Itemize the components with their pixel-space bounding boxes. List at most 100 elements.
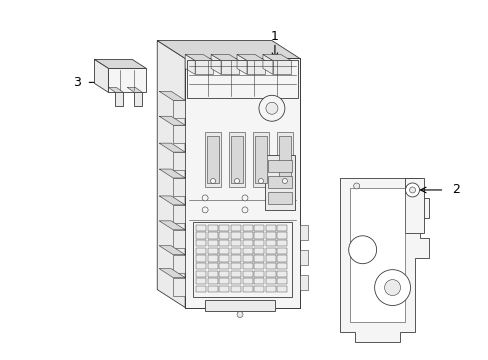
Bar (299, 275, 307, 289)
Bar (196, 240, 206, 246)
Bar (267, 176, 291, 188)
Bar (242, 233, 252, 239)
Text: 1: 1 (270, 30, 278, 43)
Bar (219, 240, 229, 246)
PathPatch shape (94, 59, 108, 92)
Bar (196, 225, 206, 231)
Bar (207, 286, 217, 292)
PathPatch shape (127, 87, 142, 92)
Bar (230, 136, 243, 183)
PathPatch shape (94, 59, 146, 68)
Circle shape (210, 179, 215, 184)
Bar (219, 233, 229, 239)
Bar (265, 233, 275, 239)
Bar (242, 263, 252, 269)
PathPatch shape (211, 54, 239, 60)
Bar (207, 263, 217, 269)
PathPatch shape (173, 100, 185, 118)
Bar (242, 240, 252, 246)
Bar (265, 240, 275, 246)
Bar (277, 271, 287, 277)
Bar (193, 222, 291, 297)
Circle shape (353, 183, 359, 189)
PathPatch shape (159, 91, 185, 100)
Bar (196, 248, 206, 254)
Bar (207, 225, 217, 231)
Bar (254, 278, 264, 284)
Bar (196, 233, 206, 239)
Bar (221, 60, 239, 75)
Bar (219, 225, 229, 231)
Bar (265, 271, 275, 277)
Bar (265, 286, 275, 292)
Bar (230, 233, 241, 239)
Bar (254, 286, 264, 292)
Circle shape (237, 311, 243, 318)
PathPatch shape (404, 178, 424, 233)
Bar (242, 286, 252, 292)
Bar (207, 240, 217, 246)
Circle shape (384, 280, 400, 296)
Bar (219, 263, 229, 269)
Bar (196, 263, 206, 269)
Bar (267, 160, 291, 172)
Bar (196, 286, 206, 292)
Bar (230, 271, 241, 277)
Bar (219, 286, 229, 292)
Bar (265, 255, 275, 261)
Bar (196, 278, 206, 284)
PathPatch shape (211, 54, 221, 75)
Bar (242, 271, 252, 277)
Bar (254, 233, 264, 239)
Circle shape (259, 95, 285, 121)
Bar (277, 286, 287, 292)
Bar (230, 278, 241, 284)
Bar (207, 233, 217, 239)
Bar (277, 225, 287, 231)
Circle shape (408, 187, 415, 193)
PathPatch shape (339, 178, 428, 342)
Bar (277, 240, 287, 246)
Bar (277, 278, 287, 284)
Bar (204, 132, 221, 187)
PathPatch shape (108, 68, 146, 92)
Bar (196, 255, 206, 261)
Bar (204, 300, 274, 311)
Bar (242, 248, 252, 254)
Bar (265, 278, 275, 284)
PathPatch shape (159, 116, 185, 125)
Bar (277, 248, 287, 254)
PathPatch shape (185, 54, 213, 60)
PathPatch shape (349, 188, 404, 323)
Bar (207, 248, 217, 254)
Bar (115, 92, 123, 106)
Bar (242, 255, 252, 261)
Circle shape (265, 102, 277, 114)
Circle shape (282, 179, 287, 184)
PathPatch shape (159, 269, 185, 278)
Bar (242, 278, 252, 284)
Bar (230, 255, 241, 261)
Circle shape (405, 183, 419, 197)
PathPatch shape (159, 143, 185, 152)
Bar (230, 263, 241, 269)
PathPatch shape (173, 230, 185, 248)
Bar (252, 132, 268, 187)
PathPatch shape (173, 278, 185, 296)
Bar (219, 278, 229, 284)
Bar (254, 271, 264, 277)
PathPatch shape (173, 152, 185, 170)
Bar (299, 250, 307, 265)
Bar (254, 255, 264, 261)
Circle shape (242, 195, 247, 201)
PathPatch shape (173, 178, 185, 196)
PathPatch shape (263, 54, 290, 60)
Bar (265, 263, 275, 269)
Bar (278, 136, 290, 183)
PathPatch shape (159, 169, 185, 178)
PathPatch shape (159, 221, 185, 230)
PathPatch shape (159, 246, 185, 255)
Text: 3: 3 (72, 76, 81, 89)
Bar (264, 155, 294, 210)
Circle shape (202, 207, 208, 213)
